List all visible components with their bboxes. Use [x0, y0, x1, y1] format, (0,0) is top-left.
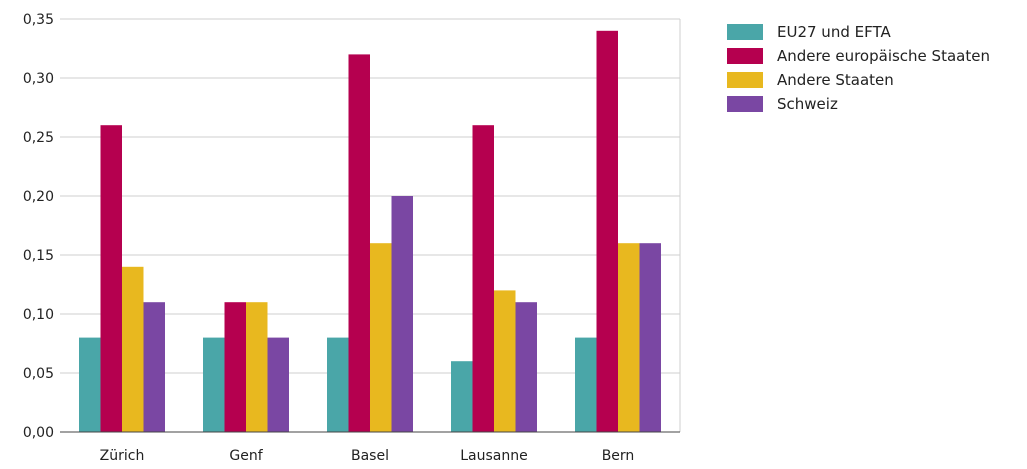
- bar: [472, 125, 494, 432]
- x-tick-label: Genf: [229, 448, 263, 464]
- bar: [639, 243, 661, 432]
- legend-swatch: [727, 72, 763, 88]
- bar: [494, 290, 516, 432]
- bar: [370, 243, 392, 432]
- legend: EU27 und EFTA Andere europäische Staaten A…: [727, 20, 990, 116]
- y-tick-label: 0,00: [23, 425, 54, 441]
- x-tick-label: Basel: [351, 448, 389, 464]
- y-tick-label: 0,10: [23, 307, 54, 323]
- y-tick-label: 0,20: [23, 189, 54, 205]
- bar: [122, 266, 144, 432]
- legend-label: EU27 und EFTA: [777, 23, 891, 41]
- bar: [575, 337, 597, 432]
- y-tick-label: 0,25: [23, 130, 54, 146]
- bar: [618, 243, 640, 432]
- bar: [246, 302, 268, 432]
- legend-swatch: [727, 24, 763, 40]
- bar: [451, 361, 473, 432]
- legend-item: Andere Staaten: [727, 68, 990, 92]
- x-tick-labels: Zürich Genf Basel Lausanne Bern: [100, 448, 635, 464]
- x-tick-label: Bern: [602, 448, 635, 464]
- axes: [60, 19, 681, 433]
- bar: [267, 337, 289, 432]
- y-tick-label: 0,15: [23, 248, 54, 264]
- y-tick-label: 0,05: [23, 366, 54, 382]
- legend-label: Andere Staaten: [777, 71, 894, 89]
- x-tick-label: Lausanne: [460, 448, 527, 464]
- legend-item: Schweiz: [727, 92, 990, 116]
- bar: [348, 54, 370, 433]
- bar: [143, 302, 165, 432]
- bar: [100, 125, 122, 432]
- legend-label: Andere europäische Staaten: [777, 47, 990, 65]
- bar: [515, 302, 537, 432]
- legend-item: Andere europäische Staaten: [727, 44, 990, 68]
- bars: [79, 30, 661, 433]
- bar: [203, 337, 225, 432]
- legend-item: EU27 und EFTA: [727, 20, 990, 44]
- bar: [224, 302, 246, 432]
- legend-swatch: [727, 48, 763, 64]
- legend-label: Schweiz: [777, 95, 838, 113]
- y-tick-labels: 0,00 0,05 0,10 0,15 0,20 0,25 0,30 0,35: [23, 12, 54, 441]
- bar: [596, 30, 618, 433]
- bar: [391, 196, 413, 432]
- legend-swatch: [727, 96, 763, 112]
- x-tick-label: Zürich: [100, 448, 145, 464]
- bar: [327, 337, 349, 432]
- bar: [79, 337, 101, 432]
- y-tick-label: 0,35: [23, 12, 54, 28]
- y-tick-label: 0,30: [23, 71, 54, 87]
